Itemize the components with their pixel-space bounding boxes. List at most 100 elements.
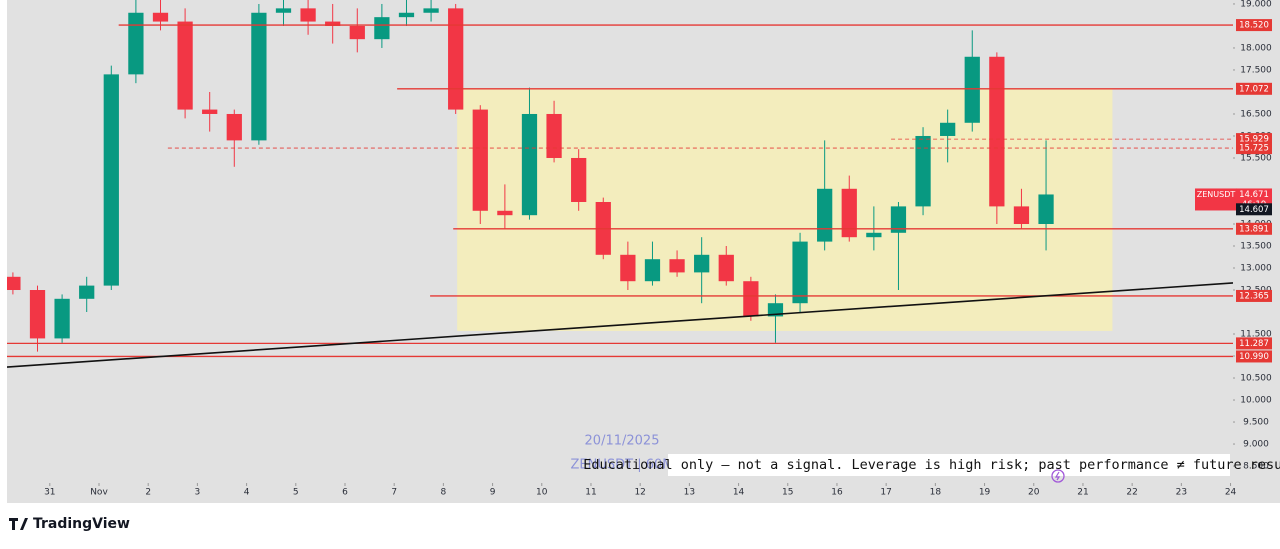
candle-body xyxy=(620,254,636,282)
x-tick-label: 8 xyxy=(441,488,447,498)
level-label: 17.072 xyxy=(1239,84,1269,94)
brand: TradingView xyxy=(33,516,130,532)
x-tick-label: 31 xyxy=(44,488,55,498)
candle-body xyxy=(989,56,1005,207)
x-tick-label: 2 xyxy=(145,488,151,498)
logo: TradingView xyxy=(9,516,130,532)
level-label-box xyxy=(1236,82,1272,95)
price-label-box xyxy=(1195,188,1237,211)
x-tick-label: 20 xyxy=(1028,488,1040,498)
close-label-box xyxy=(1236,203,1272,216)
y-tick-label: 19.000 xyxy=(1240,0,1272,9)
y-tick-label: 10.000 xyxy=(1240,396,1272,406)
y-tick-label: 8.500 xyxy=(1243,462,1269,472)
y-tick-label: 17.500 xyxy=(1240,65,1272,75)
level-label: 15.929 xyxy=(1239,135,1269,145)
x-tick-label: 4 xyxy=(244,488,250,498)
watermark-date: 20/11/2025 xyxy=(585,434,660,449)
alert-icon-bolt xyxy=(1054,471,1061,481)
watermark-symbol: ZENUSDT | 60M xyxy=(571,458,674,473)
candle-body xyxy=(7,276,21,291)
candle-body xyxy=(743,281,759,317)
y-tick-label: 18.000 xyxy=(1240,43,1272,53)
close-label: 14.607 xyxy=(1239,205,1269,215)
level-label-box xyxy=(1236,142,1272,155)
x-tick-label: 10 xyxy=(536,488,548,498)
candle-body xyxy=(841,188,857,238)
candle-body xyxy=(964,56,980,123)
x-tick-label: 22 xyxy=(1126,488,1137,498)
candle-body xyxy=(1038,194,1054,224)
level-label-box xyxy=(1236,350,1272,363)
x-tick-label: 14 xyxy=(733,488,745,498)
axes: 8.5009.0009.50010.00010.50011.00011.5001… xyxy=(44,0,1272,498)
x-tick-label: 12 xyxy=(634,488,645,498)
candle-body xyxy=(866,232,882,238)
y-tick-label: 13.500 xyxy=(1240,241,1272,251)
candle-body xyxy=(792,241,808,304)
candle-body xyxy=(349,25,365,40)
candle-body xyxy=(251,12,267,141)
candle-body xyxy=(521,113,538,216)
level-label-box xyxy=(1236,289,1272,302)
candle-body xyxy=(54,298,70,339)
x-tick-label: 6 xyxy=(342,488,348,498)
level-label: 11.287 xyxy=(1239,339,1269,349)
candle-body xyxy=(202,109,218,114)
candle-body xyxy=(472,109,488,211)
candle-body xyxy=(325,21,341,26)
candle-body xyxy=(152,12,169,22)
candle-body xyxy=(546,113,562,158)
x-tick-label: 19 xyxy=(979,488,991,498)
level-label-box xyxy=(1236,222,1272,235)
level-label: 15.725 xyxy=(1239,144,1269,154)
x-tick-label: 16 xyxy=(831,488,843,498)
x-tick-label: 11 xyxy=(585,488,596,498)
trendline xyxy=(7,282,1233,368)
candle-body xyxy=(79,285,95,299)
candle-body xyxy=(29,290,46,339)
candle-body xyxy=(669,259,685,273)
x-tick-label: 5 xyxy=(293,488,299,498)
candle-body xyxy=(398,12,415,18)
candle-body xyxy=(300,8,316,22)
x-tick-label: 21 xyxy=(1077,488,1088,498)
x-tick-label: Nov xyxy=(90,488,108,498)
x-tick-label: 9 xyxy=(490,488,496,498)
candle-body xyxy=(644,259,661,282)
x-tick-label: 13 xyxy=(684,488,695,498)
candle-body xyxy=(423,8,439,13)
candle-body xyxy=(448,8,464,110)
candle-body xyxy=(275,8,292,13)
disclaimer-box xyxy=(668,454,1230,476)
candle-body xyxy=(374,17,390,40)
x-tick-label: 17 xyxy=(880,488,891,498)
level-label-box xyxy=(1236,337,1272,350)
x-tick-label: 24 xyxy=(1225,488,1237,498)
candle-body xyxy=(718,254,734,282)
candle-body xyxy=(694,254,710,273)
candle-body xyxy=(177,21,193,110)
level-label: 10.990 xyxy=(1239,352,1269,362)
candle-body xyxy=(817,188,833,242)
y-tick-label: 16.500 xyxy=(1240,109,1272,119)
alert-icon[interactable] xyxy=(1051,469,1065,483)
level-label-box xyxy=(1236,19,1272,32)
candle-body xyxy=(1013,206,1030,224)
price-label-symbol: ZENUSDT xyxy=(1197,190,1236,199)
x-tick-label: 18 xyxy=(930,488,942,498)
candle-body xyxy=(767,303,784,317)
x-tick-label: 23 xyxy=(1176,488,1187,498)
x-tick-label: 3 xyxy=(195,488,201,498)
y-tick-label: 9.000 xyxy=(1243,440,1269,450)
candle-body xyxy=(103,74,119,286)
level-label: 18.520 xyxy=(1239,21,1269,31)
level-label: 13.891 xyxy=(1239,224,1269,234)
candle-body xyxy=(890,206,907,233)
y-tick-label: 9.500 xyxy=(1243,418,1269,428)
y-tick-label: 15.500 xyxy=(1240,153,1272,163)
candle-body xyxy=(226,113,242,141)
plot-area xyxy=(7,0,1233,368)
candle-body xyxy=(128,12,144,75)
